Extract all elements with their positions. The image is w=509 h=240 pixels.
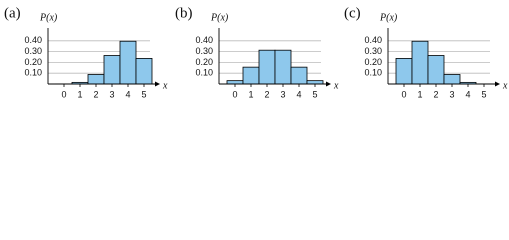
y-axis-title: P(x) [379, 12, 398, 23]
x-tick-label: 2 [93, 89, 98, 99]
x-tick-label: 5 [141, 89, 146, 99]
y-tick-label: 0.20 [24, 57, 42, 67]
panel-label: (b) [175, 5, 193, 21]
bar [411, 40, 429, 85]
bar [306, 80, 324, 85]
bar [135, 58, 153, 85]
y-axis-title: P(x) [39, 12, 58, 23]
panel-label: (a) [4, 5, 21, 21]
y-tick-label: 0.10 [24, 68, 42, 78]
x-tick-label: 5 [481, 89, 486, 99]
bar [395, 58, 413, 85]
x-axis-title: x [502, 80, 508, 91]
x-axis-title: x [333, 80, 339, 91]
x-tick-label: 1 [417, 89, 422, 99]
bar [87, 74, 105, 85]
x-tick-label: 2 [433, 89, 438, 99]
y-tick-label: 0.30 [24, 46, 42, 56]
y-tick-label: 0.40 [24, 35, 42, 45]
x-tick-label: 4 [296, 89, 301, 99]
x-tick-label: 4 [465, 89, 470, 99]
x-axis-arrow [495, 81, 500, 87]
y-tick-label: 0.30 [364, 46, 382, 56]
bar [427, 55, 445, 85]
x-axis-arrow [326, 81, 331, 87]
x-tick-label: 3 [109, 89, 114, 99]
y-tick-label: 0.20 [195, 57, 213, 67]
y-tick-label: 0.30 [195, 46, 213, 56]
x-tick-label: 2 [264, 89, 269, 99]
y-axis-title: P(x) [210, 12, 229, 23]
x-axis-title: x [162, 80, 168, 91]
y-tick-label: 0.20 [364, 57, 382, 67]
x-tick-label: 0 [232, 89, 237, 99]
panel-label: (c) [344, 5, 361, 21]
y-tick-label: 0.10 [364, 68, 382, 78]
x-tick-label: 0 [401, 89, 406, 99]
x-tick-label: 0 [61, 89, 66, 99]
x-tick-label: 5 [312, 89, 317, 99]
y-tick-label: 0.40 [195, 35, 213, 45]
bar [290, 66, 308, 85]
chart: (a) P(x)x0.100.200.300.400 1 2 3 4 5(b) P(x)x0.… [4, 5, 508, 99]
x-tick-label: 4 [125, 89, 130, 99]
bar [119, 40, 137, 85]
bar [242, 66, 260, 85]
bar [274, 49, 292, 85]
x-tick-label: 1 [77, 89, 82, 99]
bar [103, 55, 121, 85]
x-tick-label: 1 [248, 89, 253, 99]
y-tick-label: 0.10 [195, 68, 213, 78]
bar [258, 49, 276, 85]
x-tick-label: 3 [449, 89, 454, 99]
x-tick-label: 3 [280, 89, 285, 99]
bar [226, 80, 244, 85]
bar [443, 74, 461, 85]
x-axis-arrow [155, 81, 160, 87]
y-tick-label: 0.40 [364, 35, 382, 45]
